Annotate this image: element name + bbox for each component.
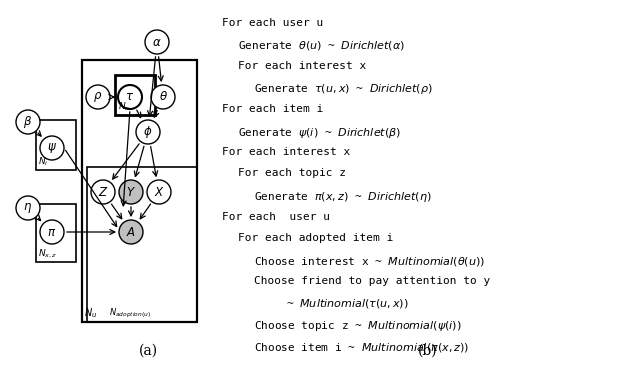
Circle shape <box>16 196 40 220</box>
Text: $\alpha$: $\alpha$ <box>152 35 162 49</box>
Circle shape <box>136 120 160 144</box>
Text: $\phi$: $\phi$ <box>143 124 153 140</box>
Circle shape <box>118 85 142 109</box>
Text: Generate $\tau(u,x)$ ~ $\mathit{Dirichlet}(\rho)$: Generate $\tau(u,x)$ ~ $\mathit{Dirichle… <box>254 82 433 97</box>
Circle shape <box>16 110 40 134</box>
Text: For each interest x: For each interest x <box>238 61 366 71</box>
Circle shape <box>86 85 110 109</box>
Text: For each  user u: For each user u <box>222 212 330 222</box>
Text: Generate $\psi(i)$ ~ $\mathit{Dirichlet}(\beta)$: Generate $\psi(i)$ ~ $\mathit{Dirichlet}… <box>238 125 401 139</box>
Bar <box>87 167 197 322</box>
Text: Choose topic z ~ $\mathit{Multinomial}(\psi(i))$: Choose topic z ~ $\mathit{Multinomial}(\… <box>254 319 461 333</box>
Bar <box>36 204 76 262</box>
Text: For each user u: For each user u <box>222 18 323 28</box>
Text: $N_{adoption(u)}$: $N_{adoption(u)}$ <box>109 307 151 320</box>
Text: $\theta$: $\theta$ <box>159 90 168 103</box>
Text: Choose interest x ~ $\mathit{Multinomial}(\theta(u))$: Choose interest x ~ $\mathit{Multinomial… <box>254 255 485 268</box>
Text: $N_x$: $N_x$ <box>118 100 131 113</box>
Bar <box>36 120 76 170</box>
Circle shape <box>147 180 171 204</box>
Text: Generate $\pi(x,z)$ ~ $\mathit{Dirichlet}(\eta)$: Generate $\pi(x,z)$ ~ $\mathit{Dirichlet… <box>254 190 431 204</box>
Text: $N_u$: $N_u$ <box>84 306 97 320</box>
Text: $X$: $X$ <box>154 185 164 198</box>
Text: (a): (a) <box>138 344 157 358</box>
Text: For each topic z: For each topic z <box>238 168 346 179</box>
Circle shape <box>119 180 143 204</box>
Text: (b): (b) <box>418 344 438 358</box>
Text: ~ $\mathit{Multinomial}(\tau(u,x))$: ~ $\mathit{Multinomial}(\tau(u,x))$ <box>286 298 409 310</box>
Circle shape <box>40 220 64 244</box>
Bar <box>115 75 155 115</box>
Text: $\beta$: $\beta$ <box>24 114 33 130</box>
Circle shape <box>40 136 64 160</box>
Text: For each adopted item i: For each adopted item i <box>238 233 393 243</box>
Text: $A$: $A$ <box>126 225 136 239</box>
Text: For each item i: For each item i <box>222 104 323 114</box>
Text: $\pi$: $\pi$ <box>47 225 56 239</box>
Text: For each interest x: For each interest x <box>222 147 350 157</box>
Text: $\psi$: $\psi$ <box>47 141 57 155</box>
Text: Choose item i ~ $\mathit{Multinomial}(\pi(x,z))$: Choose item i ~ $\mathit{Multinomial}(\p… <box>254 340 469 353</box>
Circle shape <box>119 220 143 244</box>
Text: Generate $\theta(u)$ ~ $\mathit{Dirichlet}(\alpha)$: Generate $\theta(u)$ ~ $\mathit{Dirichle… <box>238 40 405 52</box>
Text: $N_{x,z}$: $N_{x,z}$ <box>38 248 57 260</box>
Text: $N_i$: $N_i$ <box>38 155 49 168</box>
Circle shape <box>151 85 175 109</box>
Text: $\tau$: $\tau$ <box>125 90 134 103</box>
Text: $Z$: $Z$ <box>98 185 108 198</box>
Text: $\eta$: $\eta$ <box>24 201 33 215</box>
Text: $Y$: $Y$ <box>126 185 136 198</box>
Text: $\rho$: $\rho$ <box>93 90 102 104</box>
Text: Choose friend to pay attention to y: Choose friend to pay attention to y <box>254 276 490 286</box>
Circle shape <box>91 180 115 204</box>
Circle shape <box>145 30 169 54</box>
Bar <box>82 60 197 322</box>
